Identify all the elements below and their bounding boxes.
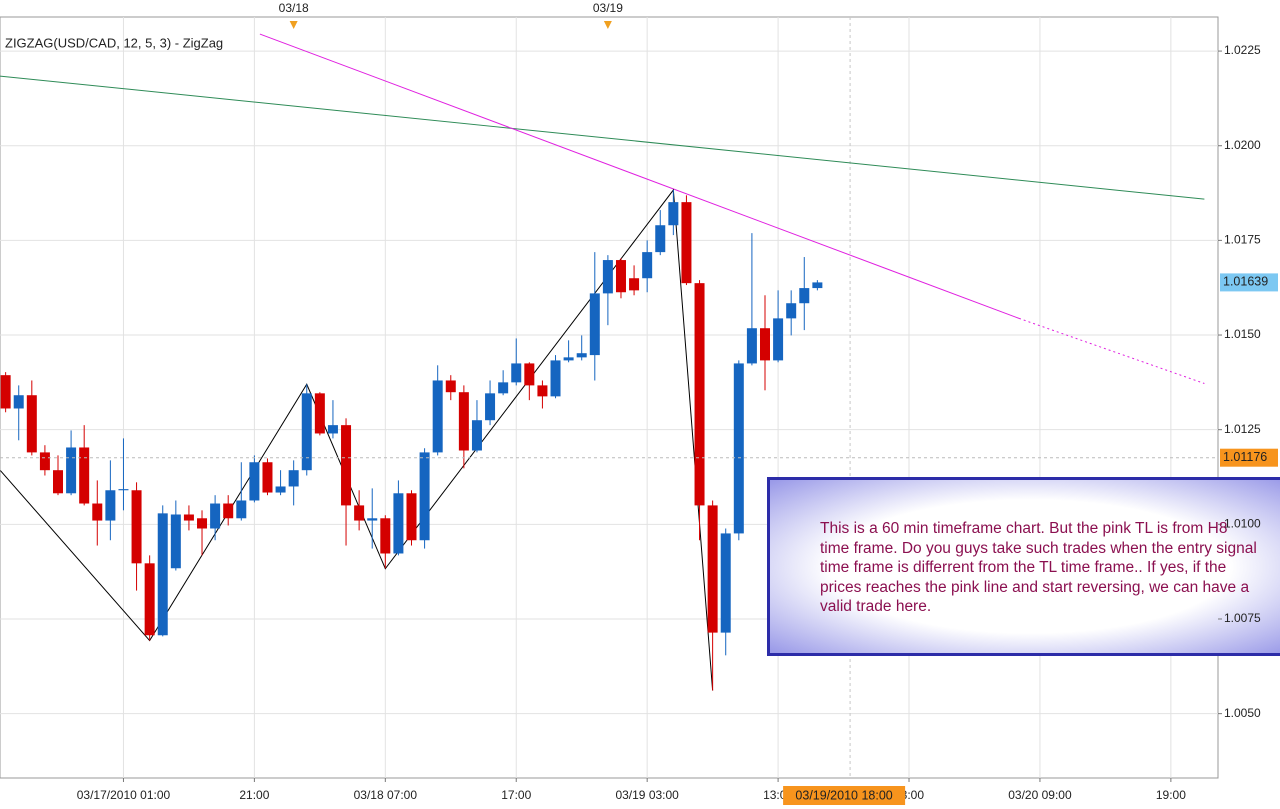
- candle-body: [471, 420, 482, 451]
- candle-body: [26, 395, 37, 453]
- y-tick-label: 1.0075: [1224, 611, 1261, 625]
- candle-body: [681, 202, 692, 284]
- candle-body: [786, 303, 797, 319]
- candle-body: [92, 503, 103, 521]
- annotation-text: This is a 60 min timeframe chart. But th…: [820, 520, 1257, 615]
- candle-body: [39, 452, 50, 471]
- candle-body: [511, 363, 522, 383]
- x-tick-label: 03/19 03:00: [615, 788, 679, 802]
- candle-body: [105, 490, 116, 521]
- candle-body: [563, 357, 574, 361]
- candle-body: [694, 283, 705, 506]
- candle-body: [668, 202, 679, 226]
- candle-body: [223, 503, 234, 519]
- candle-body: [589, 293, 600, 356]
- crosshair-label: 03/19/2010 18:00: [795, 788, 892, 802]
- candle-body: [629, 278, 640, 291]
- trendline: [259, 33, 1020, 319]
- candle-body: [707, 505, 718, 633]
- candle-body: [576, 353, 587, 358]
- candle-body: [183, 514, 194, 521]
- candle-body: [210, 503, 221, 529]
- annotation-box: [767, 477, 1280, 656]
- candle-body: [275, 486, 286, 493]
- candle-body: [380, 518, 391, 554]
- candle-body: [236, 500, 247, 519]
- x-tick-label: 17:00: [501, 788, 531, 802]
- candle-body: [170, 514, 181, 569]
- candle-body: [197, 518, 208, 529]
- candle-body: [314, 393, 325, 434]
- x-tick-label: 03/20 09:00: [1008, 788, 1072, 802]
- candle-body: [458, 392, 469, 451]
- candle-body: [66, 447, 77, 494]
- candle-body: [419, 452, 430, 541]
- candle-body: [367, 518, 378, 521]
- candle-body: [773, 318, 784, 361]
- candle-body: [746, 328, 757, 364]
- candle-body: [720, 533, 731, 633]
- indicator-title: ZIGZAG(USD/CAD, 12, 5, 3) - ZigZag: [5, 35, 223, 50]
- crosshair-label-box: [783, 786, 906, 805]
- candle-body: [445, 380, 456, 393]
- candle-body: [354, 505, 365, 521]
- candle-body: [406, 493, 417, 541]
- y-tick-label: 1.0225: [1224, 43, 1261, 57]
- price-marker-box: [1220, 273, 1278, 292]
- date-marker-label: 03/19: [593, 1, 623, 15]
- price-marker-box: [1220, 448, 1278, 467]
- candle-body: [812, 282, 823, 289]
- annotation-fill: [770, 480, 1280, 653]
- candle-body: [550, 360, 561, 397]
- candle-body: [524, 363, 535, 386]
- date-marker: [289, 21, 298, 29]
- y-tick-label: 1.0050: [1224, 706, 1261, 720]
- x-tick-label: 19:00: [1156, 788, 1186, 802]
- candle-body: [537, 385, 548, 397]
- candle-body: [131, 490, 142, 564]
- price-marker-label: 1.01639: [1223, 275, 1268, 289]
- candles: [0, 190, 823, 691]
- candle-body: [759, 328, 770, 361]
- candle-body: [498, 382, 509, 394]
- price-marker-label: 1.01176: [1223, 450, 1267, 464]
- candle-body: [249, 462, 260, 501]
- candle-body: [615, 260, 626, 293]
- x-tick-label: 03/17/2010 01:00: [77, 788, 171, 802]
- candle-body: [485, 393, 496, 421]
- candle-body: [0, 375, 11, 409]
- candle-body: [733, 363, 744, 534]
- y-tick-label: 1.0175: [1224, 233, 1261, 247]
- candle-body: [262, 462, 273, 493]
- candle-body: [432, 380, 443, 453]
- candle-body: [53, 470, 63, 494]
- candle-body: [642, 252, 653, 279]
- y-tick-label: 1.0125: [1224, 422, 1261, 436]
- candle-body: [602, 260, 613, 294]
- date-marker: [603, 21, 612, 29]
- y-tick-label: 1.0200: [1224, 138, 1261, 152]
- candle-body: [327, 425, 338, 434]
- x-tick-label: 03/18 07:00: [354, 788, 418, 802]
- trendline: [0, 75, 1205, 200]
- candle-body: [301, 393, 312, 471]
- candle-body: [13, 395, 24, 409]
- y-tick-label: 1.0150: [1224, 327, 1261, 341]
- x-tick-label: 21:00: [239, 788, 269, 802]
- candle-body: [393, 493, 404, 554]
- candle-body: [341, 425, 352, 506]
- candle-body: [144, 563, 155, 636]
- date-marker-label: 03/18: [279, 1, 309, 15]
- y-tick-label: 1.0100: [1224, 517, 1261, 531]
- candle-body: [288, 470, 299, 487]
- candle-body: [799, 288, 810, 304]
- candle-body: [118, 489, 129, 491]
- candle-body: [79, 447, 90, 504]
- axes: 1.0050 1.0075 1.0100 1.0125 1.0150 1.0175 1.02…: [77, 1, 1278, 805]
- candle-body: [655, 225, 666, 253]
- candle-body: [157, 513, 168, 636]
- plot-area: [0, 16, 1219, 779]
